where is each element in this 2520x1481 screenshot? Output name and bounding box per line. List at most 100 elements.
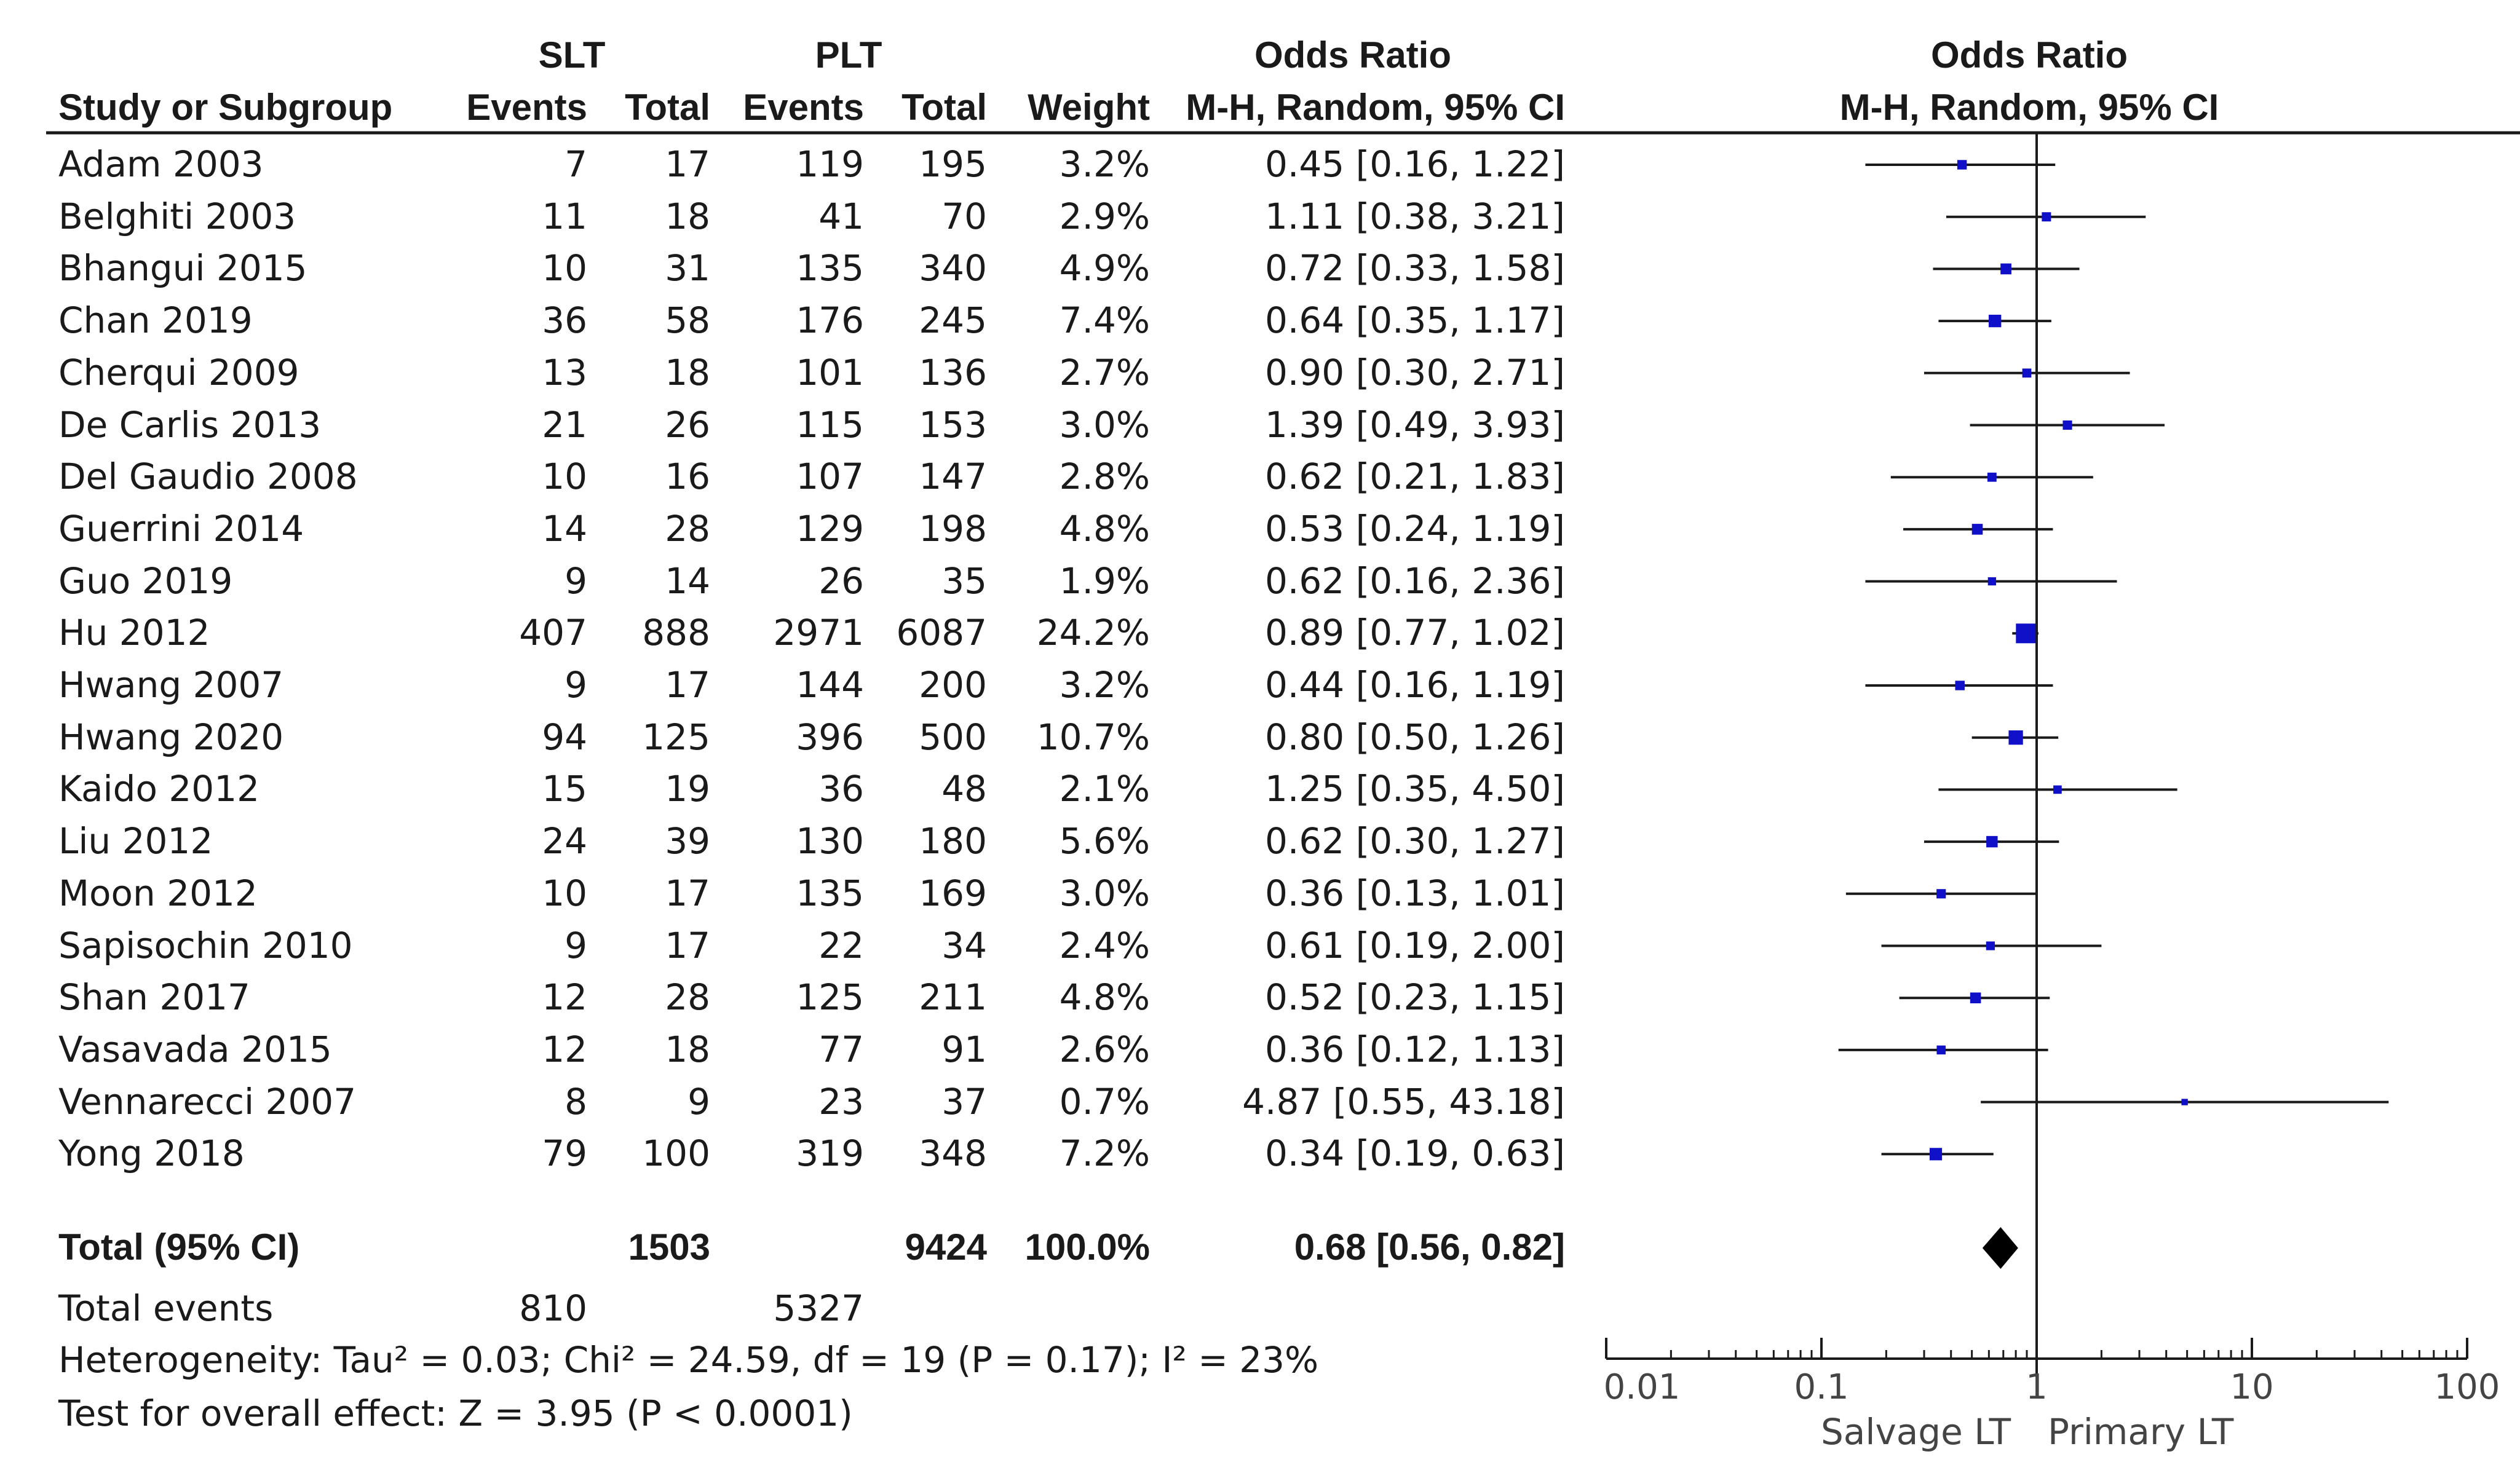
total-label: Total (95% CI) (58, 1226, 300, 1268)
plt-events: 2971 (773, 612, 864, 654)
slt-total: 17 (665, 872, 710, 914)
study-name: Del Gaudio 2008 (58, 456, 358, 498)
slt-events: 12 (542, 1028, 587, 1070)
slt-total: 31 (665, 247, 710, 290)
study-weight: 1.9% (1059, 559, 1150, 602)
header-slt: SLT (538, 34, 606, 76)
study-name: Yong 2018 (58, 1132, 245, 1175)
slt-total: 58 (665, 299, 710, 342)
overall-effect-text: Test for overall effect: Z = 3.95 (P < 0… (58, 1392, 853, 1434)
slt-total: 17 (665, 143, 710, 185)
header-odds-ratio-plot: Odds Ratio (1930, 34, 2128, 76)
study-weight: 10.7% (1036, 716, 1150, 758)
plt-events: 144 (796, 664, 864, 706)
plt-total: 180 (919, 820, 987, 863)
effect-square (2042, 212, 2051, 222)
study-name: Belghiti 2003 (58, 195, 296, 237)
x-tick-label: 0.1 (1794, 1367, 1848, 1407)
study-name: Guo 2019 (58, 559, 233, 602)
plt-total: 169 (919, 872, 987, 914)
plt-events: 135 (796, 247, 864, 290)
header-weight: Weight (1028, 87, 1150, 128)
slt-events: 8 (565, 1080, 587, 1123)
study-weight: 2.4% (1059, 924, 1150, 966)
study-weight: 24.2% (1036, 612, 1150, 654)
plt-total: 147 (919, 456, 987, 498)
effect-square (1957, 160, 1967, 170)
study-ci: 0.72 [0.33, 1.58] (1265, 247, 1565, 290)
study-name: Hwang 2007 (58, 664, 284, 706)
slt-total: 19 (665, 768, 710, 810)
study-weight: 2.8% (1059, 456, 1150, 498)
slt-total: 18 (665, 195, 710, 237)
slt-total: 17 (665, 664, 710, 706)
effect-square (2181, 1099, 2188, 1105)
study-weight: 4.8% (1059, 976, 1150, 1019)
header-method: M-H, Random, 95% CI (1186, 87, 1565, 128)
slt-total: 18 (665, 1028, 710, 1070)
x-tick-label: 10 (2230, 1367, 2273, 1407)
slt-total: 888 (642, 612, 710, 654)
study-weight: 4.8% (1059, 507, 1150, 550)
study-name: Vennarecci 2007 (58, 1080, 357, 1123)
slt-events: 9 (565, 924, 587, 966)
total-weight: 100.0% (1024, 1226, 1151, 1268)
study-name: De Carlis 2013 (58, 403, 322, 446)
plt-events: 107 (796, 456, 864, 498)
study-weight: 5.6% (1059, 820, 1150, 863)
slt-events: 13 (542, 351, 587, 393)
x-tick-label: 1 (2026, 1367, 2048, 1407)
slt-events: 15 (542, 768, 587, 810)
total-events-slt: 810 (519, 1287, 587, 1329)
plt-events: 319 (796, 1132, 864, 1175)
study-ci: 0.90 [0.30, 2.71] (1265, 351, 1565, 393)
plt-events: 36 (818, 768, 864, 810)
study-name: Sapisochin 2010 (58, 924, 353, 966)
plt-total: 6087 (896, 612, 987, 654)
study-weight: 2.1% (1059, 768, 1150, 810)
x-tick-label: 100 (2435, 1367, 2500, 1407)
study-name: Shan 2017 (58, 976, 250, 1019)
x-tick-label: 0.01 (1604, 1367, 1681, 1407)
study-weight: 4.9% (1059, 247, 1150, 290)
header-plt: PLT (815, 34, 882, 76)
plt-total: 500 (919, 716, 987, 758)
plt-events: 23 (818, 1080, 864, 1123)
plt-total: 198 (919, 507, 987, 550)
effect-square (2022, 368, 2032, 378)
favours-right-label: Primary LT (2048, 1411, 2234, 1453)
slt-events: 12 (542, 976, 587, 1019)
slt-total: 28 (665, 976, 710, 1019)
slt-total: 26 (665, 403, 710, 446)
study-ci: 0.62 [0.21, 1.83] (1265, 456, 1565, 498)
slt-events: 7 (565, 143, 587, 185)
study-ci: 0.52 [0.23, 1.15] (1265, 976, 1565, 1019)
effect-square (1986, 941, 1995, 950)
slt-events: 24 (542, 820, 587, 863)
effect-square (1929, 1148, 1943, 1161)
overall-diamond (1982, 1227, 2018, 1269)
plt-events: 396 (796, 716, 864, 758)
study-ci: 0.53 [0.24, 1.19] (1265, 507, 1565, 550)
study-name: Bhangui 2015 (58, 247, 307, 290)
study-ci: 1.25 [0.35, 4.50] (1265, 768, 1565, 810)
slt-events: 94 (542, 716, 587, 758)
plt-total: 37 (941, 1080, 987, 1123)
header-total-slt: Total (625, 87, 710, 128)
heterogeneity-text: Heterogeneity: Tau² = 0.03; Chi² = 24.59… (58, 1339, 1319, 1381)
plt-events: 115 (796, 403, 864, 446)
study-ci: 0.36 [0.13, 1.01] (1265, 872, 1565, 914)
study-ci: 0.89 [0.77, 1.02] (1265, 612, 1565, 654)
study-name: Hwang 2020 (58, 716, 284, 758)
plt-events: 77 (818, 1028, 864, 1070)
header-events-plt: Events (743, 87, 864, 128)
plt-events: 176 (796, 299, 864, 342)
plt-events: 41 (818, 195, 864, 237)
slt-events: 21 (542, 403, 587, 446)
effect-square (1936, 889, 1946, 899)
plt-total: 211 (919, 976, 987, 1019)
effect-square (1936, 1045, 1946, 1055)
plt-total: 91 (941, 1028, 987, 1070)
